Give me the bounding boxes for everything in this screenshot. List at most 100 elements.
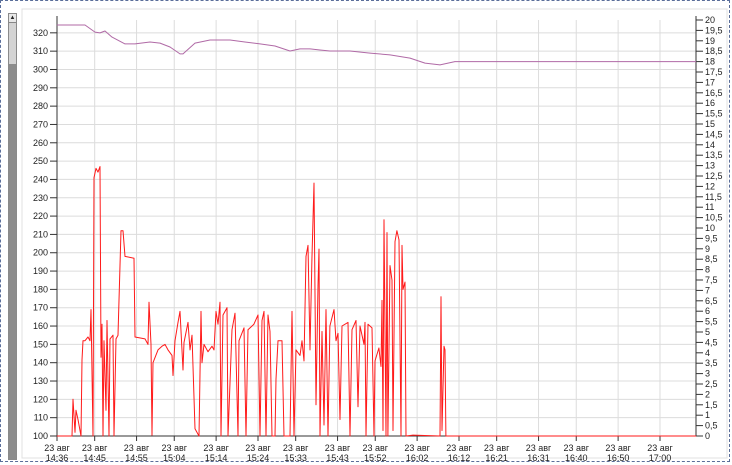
data-point [277,340,279,342]
data-point [167,349,169,351]
data-point [101,323,103,325]
y-left-tick-label: 200 [33,248,48,258]
data-point [274,435,276,437]
y-right-tick-label: 5,5 [705,317,718,327]
data-point [81,359,83,361]
data-point [371,327,373,329]
data-point [317,285,319,287]
data-point [335,340,337,342]
data-point [378,347,380,349]
data-point [99,166,101,167]
data-point [293,435,295,437]
x-tick-date-label: 23 авг [446,443,472,453]
data-point [100,356,102,358]
data-point [355,320,357,321]
y-right-tick-label: 11,5 [705,192,722,202]
data-point [695,435,697,437]
data-point [274,45,276,47]
y-left-tick-label: 110 [34,413,48,423]
data-point [381,300,383,301]
data-point [198,435,200,437]
data-point [120,230,122,231]
series-1 [56,24,697,66]
data-point [115,338,117,340]
data-point [445,435,447,437]
data-point [147,344,149,345]
y-right-tick-label: 1,5 [705,400,718,410]
data-point [133,257,135,259]
data-point [305,256,307,257]
data-point [169,46,171,48]
y-right-tick-label: 9,5 [705,233,718,243]
data-point [405,435,407,437]
data-point [194,42,196,44]
data-point [94,31,96,33]
data-point [319,435,321,437]
y-right-tick-label: 3,5 [705,358,718,368]
series-0 [56,166,697,437]
y-left-tick-label: 160 [33,321,48,331]
data-point [171,355,173,356]
x-tick-date-label: 23 авг [203,443,229,453]
data-point [301,340,303,342]
data-point [404,281,406,283]
data-point [259,435,261,437]
x-tick-date-label: 23 авг [44,443,70,453]
data-point [695,61,697,62]
series-line-red [57,166,696,437]
y-left-tick-label: 320 [33,28,48,38]
data-point [385,435,387,437]
data-point [387,435,389,437]
data-point [177,322,179,323]
data-point [124,256,126,257]
x-tick-date-label: 23 авг [484,443,510,453]
data-point [454,61,456,62]
y-left-tick-label: 260 [33,138,48,148]
data-point [243,327,245,329]
data-point [359,325,361,327]
y-left-tick-label: 240 [33,174,48,184]
data-point [108,435,110,437]
data-point [389,265,391,266]
y-right-tick-label: 16,5 [705,88,723,98]
y-right-tick-label: 8,5 [705,254,718,264]
x-tick-date-label: 23 авг [161,443,187,453]
data-point [439,435,441,437]
data-point [74,432,76,433]
y-right-tick-label: 17 [705,77,715,87]
x-tick-time-label: 16:12 [448,453,471,463]
data-point [357,406,359,408]
data-point [207,351,209,353]
data-point [157,349,159,351]
data-point [253,323,255,325]
x-tick-time-label: 16:40 [565,453,588,463]
y-right-tick-label: 6 [705,306,710,316]
data-point [269,331,271,332]
y-right-tick-label: 20 [705,15,715,25]
y-right-tick-label: 10 [705,223,715,233]
data-point [93,177,95,178]
data-point [261,320,263,321]
y-right-tick-label: 13 [705,161,715,171]
y-left-tick-label: 220 [33,211,48,221]
scrollbar-thumb[interactable] [9,64,16,459]
data-point [72,399,74,400]
data-point [164,344,166,345]
scroll-up-arrow-icon[interactable]: ▲ [9,14,16,23]
y-right-tick-label: 8 [705,265,710,275]
data-point [424,62,426,64]
data-point [222,314,224,316]
y-left-tick-label: 210 [33,229,48,239]
x-tick-date-label: 23 авг [82,443,108,453]
data-point [383,219,385,221]
data-point [89,340,91,342]
data-point [189,349,191,351]
data-point [382,430,384,431]
data-point [271,435,273,437]
data-point [75,410,77,411]
data-point [313,182,315,184]
vertical-scrollbar[interactable]: ▲ [8,13,17,460]
data-point [396,230,398,231]
y-left-tick-label: 190 [33,266,48,276]
y-right-tick-label: 17,5 [705,67,723,77]
